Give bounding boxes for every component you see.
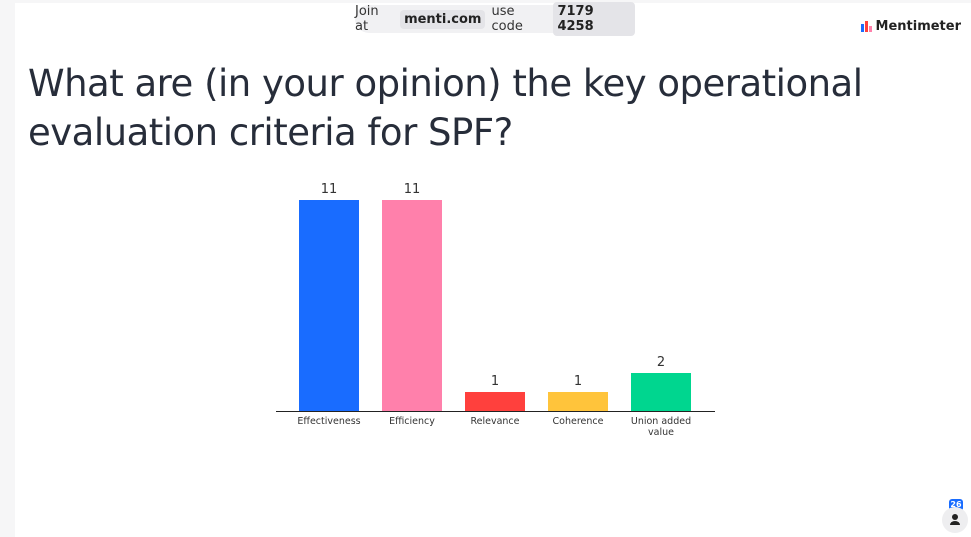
join-code: 7179 4258 (553, 2, 635, 36)
category-label: Efficiency (389, 416, 435, 427)
code-prefix: use code (491, 4, 523, 34)
bar (299, 200, 359, 411)
participants-button[interactable] (942, 507, 968, 533)
value-label: 2 (656, 354, 666, 370)
slide: Join at menti.com use code 7179 4258 Men… (15, 2, 971, 537)
brand: Mentimeter (860, 19, 961, 34)
value-label: 11 (403, 182, 421, 197)
bar (548, 391, 608, 411)
bar (465, 391, 525, 411)
join-banner: Join at menti.com use code 7179 4258 (355, 2, 635, 36)
chart: 11 Effectiveness 11 Efficiency 1 Relevance 1 Co… (15, 3, 971, 537)
brand-name: Mentimeter (875, 19, 961, 34)
join-prefix: Join at (355, 4, 379, 34)
bar (631, 372, 691, 411)
category-label: Effectiveness (297, 416, 361, 427)
value-label: 1 (573, 373, 583, 389)
bar (382, 200, 442, 411)
category-label: Union added value (630, 416, 692, 438)
join-url[interactable]: menti.com (400, 9, 486, 29)
category-label: Coherence (552, 416, 604, 427)
value-label: 1 (490, 373, 500, 389)
brand-logo (860, 21, 872, 32)
person-icon (950, 514, 960, 525)
value-label: 11 (320, 182, 338, 197)
question-title: What are (in your opinion) the key opera… (28, 62, 863, 154)
category-label: Relevance (470, 416, 520, 427)
baseline (276, 411, 715, 412)
